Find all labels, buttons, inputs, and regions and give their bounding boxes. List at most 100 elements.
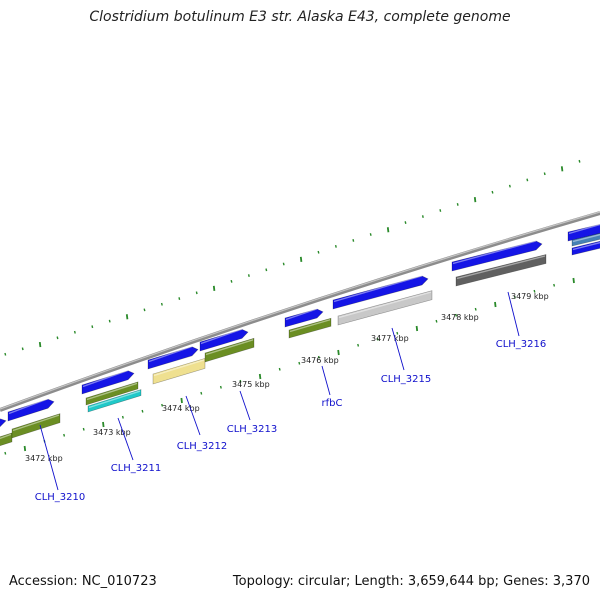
- inner-tick: [23, 445, 27, 452]
- cog-block[interactable]: [288, 317, 332, 339]
- gene-arrow[interactable]: [199, 329, 249, 352]
- outer-tick: [282, 262, 285, 266]
- cog-block[interactable]: [87, 389, 142, 413]
- kbp-label: 3478 kbp: [441, 313, 479, 322]
- outer-tick: [108, 319, 111, 323]
- feature-highlight: [338, 291, 432, 319]
- inner-tick: [298, 361, 301, 365]
- inner-tick: [337, 349, 340, 356]
- outer-tick: [4, 352, 7, 356]
- gene-arrow[interactable]: [451, 240, 543, 272]
- inner-tick: [474, 307, 477, 311]
- cog-block[interactable]: [0, 432, 13, 447]
- kbp-label: 3472 kbp: [25, 454, 63, 463]
- inner-tick: [258, 373, 262, 380]
- gene-label[interactable]: CLH_3212: [177, 441, 228, 452]
- outer-tick: [265, 268, 268, 272]
- cog-block[interactable]: [152, 357, 206, 385]
- inner-tick: [533, 289, 536, 293]
- cog-block[interactable]: [204, 337, 255, 363]
- outer-tick: [38, 341, 42, 348]
- feature-highlight: [572, 241, 600, 251]
- feature-highlight: [568, 223, 600, 235]
- gene-label[interactable]: CLH_3215: [381, 374, 432, 385]
- feature-highlight: [285, 308, 318, 321]
- gene-arrow[interactable]: [0, 418, 7, 428]
- feature-layer: [0, 223, 600, 447]
- outer-tick: [160, 302, 163, 306]
- gene-label[interactable]: CLH_3216: [496, 339, 547, 350]
- cog-block[interactable]: [571, 231, 600, 247]
- inner-tick: [513, 295, 516, 299]
- inner-tick: [278, 367, 281, 371]
- feature-highlight: [88, 390, 141, 409]
- inner-tick: [396, 331, 399, 335]
- outer-tick: [560, 166, 564, 172]
- cog-block[interactable]: [337, 290, 433, 326]
- inner-tick: [200, 391, 203, 395]
- kbp-label: 3474 kbp: [162, 404, 200, 413]
- inner-tick: [239, 379, 242, 383]
- outer-tick: [456, 203, 459, 206]
- genome-backbone: [0, 211, 600, 412]
- cog-block[interactable]: [455, 254, 547, 287]
- inner-tick: [572, 277, 575, 284]
- map-title: Clostridium botulinum E3 str. Alaska E43…: [89, 9, 511, 25]
- outer-tick: [352, 239, 355, 242]
- gene-arrow[interactable]: [284, 308, 324, 328]
- outer-tick: [247, 274, 250, 278]
- outer-tick: [578, 159, 581, 163]
- topology-summary: Topology: circular; Length: 3,659,644 bp…: [232, 574, 590, 589]
- cog-block[interactable]: [85, 381, 139, 406]
- gene-arrow[interactable]: [332, 275, 429, 310]
- inner-tick: [180, 397, 183, 404]
- gene-arrow[interactable]: [81, 370, 135, 395]
- inner-tick: [357, 343, 360, 347]
- gene-label-connector: [507, 291, 520, 337]
- inner-tick: [553, 283, 556, 287]
- inner-tick: [219, 385, 222, 389]
- outer-tick: [334, 244, 337, 248]
- inner-tick: [4, 451, 7, 455]
- feature-highlight: [153, 359, 205, 377]
- inner-tick-ring: [4, 277, 575, 455]
- gene-arrow[interactable]: [7, 398, 55, 422]
- gene-label[interactable]: CLH_3211: [111, 463, 162, 474]
- gene-label[interactable]: rfbC: [322, 398, 343, 409]
- feature-highlight: [456, 255, 546, 280]
- feature-highlight: [0, 433, 12, 440]
- outer-tick-ring: [4, 159, 581, 356]
- outer-tick: [526, 178, 529, 182]
- outer-tick: [178, 297, 181, 300]
- feature-highlight: [148, 345, 193, 363]
- kbp-label: 3475 kbp: [232, 380, 270, 389]
- gene-label[interactable]: CLH_3210: [35, 492, 86, 503]
- feature-highlight: [82, 369, 129, 388]
- cog-block[interactable]: [11, 413, 61, 439]
- kbp-label: 3477 kbp: [371, 334, 409, 343]
- gene-label[interactable]: CLH_3213: [227, 424, 278, 435]
- gene-arrow[interactable]: [571, 239, 600, 256]
- outer-tick: [439, 209, 442, 212]
- gene-label-connector: [39, 424, 59, 491]
- inner-tick: [121, 415, 124, 419]
- outer-tick: [21, 347, 24, 351]
- feature-highlight: [86, 382, 138, 401]
- inner-tick: [415, 325, 419, 332]
- inner-tick: [141, 409, 144, 413]
- gene-label-connector: [185, 395, 201, 436]
- outer-tick: [125, 314, 129, 320]
- feature-highlight: [289, 319, 331, 333]
- feature-highlight: [452, 240, 537, 265]
- kbp-label: 3476 kbp: [301, 356, 339, 365]
- gene-label-connector: [321, 365, 331, 396]
- outer-tick: [404, 221, 407, 224]
- feature-highlight: [200, 328, 243, 345]
- outer-tick: [543, 172, 546, 176]
- gene-arrow[interactable]: [147, 346, 199, 370]
- inner-tick: [102, 421, 105, 428]
- inner-tick: [494, 301, 497, 308]
- genome-backbone-highlight: [0, 211, 600, 410]
- gene-arrow[interactable]: [567, 224, 600, 242]
- outer-tick: [299, 256, 303, 262]
